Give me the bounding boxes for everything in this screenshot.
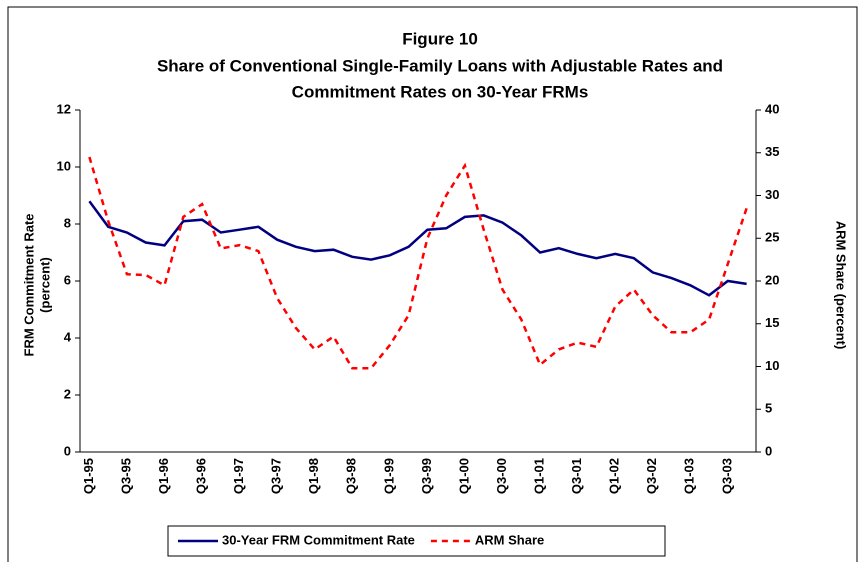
y2-tick-label: 30 (765, 187, 779, 202)
chart-frame (7, 6, 858, 562)
legend-label: 30-Year FRM Commitment Rate (222, 532, 415, 547)
y-axis-label: FRM Commitment Rate (21, 213, 36, 356)
y-tick-label: 6 (64, 272, 71, 287)
y2-tick-label: 25 (765, 230, 779, 245)
y-tick-label: 2 (64, 386, 71, 401)
x-tick-label: Q3-96 (193, 458, 208, 494)
x-tick-label: Q3-01 (569, 458, 584, 494)
x-tick-label: Q1-01 (531, 458, 546, 494)
x-tick-label: Q1-98 (306, 458, 321, 494)
chart-title: Share of Conventional Single-Family Loan… (157, 56, 723, 75)
chart-title: Commitment Rates on 30-Year FRMs (292, 82, 589, 101)
legend-label: ARM Share (475, 532, 544, 547)
x-tick-label: Q3-97 (269, 458, 284, 494)
y2-tick-label: 0 (765, 443, 772, 458)
y-tick-label: 10 (57, 158, 71, 173)
y-tick-label: 0 (64, 443, 71, 458)
x-tick-label: Q3-98 (344, 458, 359, 494)
y2-tick-label: 40 (765, 101, 779, 116)
x-tick-label: Q1-96 (156, 458, 171, 494)
x-tick-label: Q1-95 (81, 458, 96, 494)
y2-tick-label: 15 (765, 315, 779, 330)
x-tick-label: Q3-00 (494, 458, 509, 494)
y2-tick-label: 10 (765, 358, 779, 373)
x-tick-label: Q3-02 (644, 458, 659, 494)
x-tick-label: Q1-02 (607, 458, 622, 494)
x-tick-label: Q3-95 (118, 458, 133, 494)
series-line (88, 156, 748, 370)
y2-tick-label: 5 (765, 401, 772, 416)
x-tick-label: Q1-99 (381, 458, 396, 494)
x-tick-label: Q3-99 (419, 458, 434, 494)
y2-tick-label: 35 (765, 144, 779, 159)
chart-title: Figure 10 (402, 29, 478, 48)
legend-box (167, 525, 666, 557)
x-tick-label: Q3-03 (719, 458, 734, 494)
y2-axis-label: ARM Share (percent) (834, 221, 849, 350)
y-axis-label: (percent) (37, 257, 52, 313)
x-tick-label: Q1-00 (456, 458, 471, 494)
series-line (88, 200, 747, 297)
y2-tick-label: 20 (765, 272, 779, 287)
x-tick-label: Q1-97 (231, 458, 246, 494)
x-tick-label: Q1-03 (682, 458, 697, 494)
y-tick-label: 8 (64, 215, 71, 230)
y-tick-label: 12 (57, 101, 71, 116)
y-tick-label: 4 (64, 329, 72, 344)
